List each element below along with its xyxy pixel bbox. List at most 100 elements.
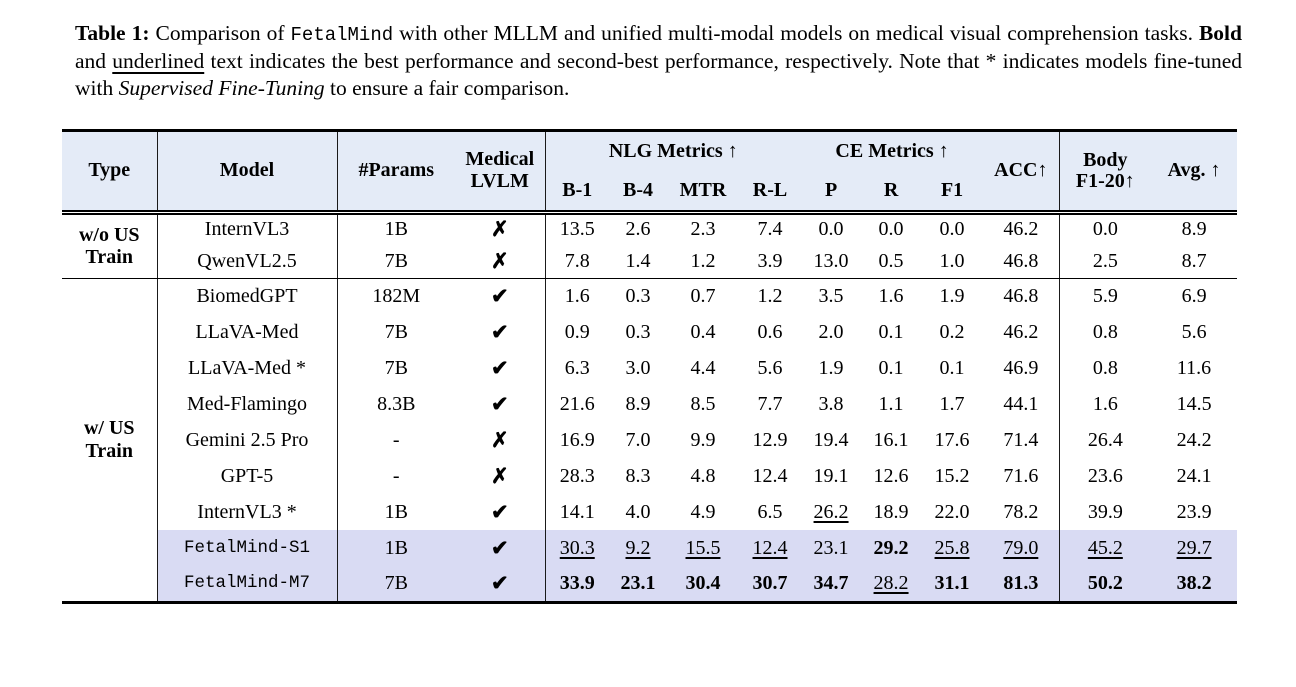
metric-value: 1.7 [939,392,965,415]
metric-cell: 9.2 [609,530,667,567]
metric-cell: 4.8 [667,458,739,494]
metric-cell: 9.9 [667,422,739,458]
metric-cell: 71.4 [983,422,1060,459]
params-cell: 1B [384,500,408,523]
metric-cell: 1.6 [545,278,609,314]
caption-segment: text indicates the best performance and … [75,48,1242,101]
col-header-avg: Avg. ↑ [1151,130,1238,215]
metric-cell: 44.1 [983,386,1060,423]
metric-cell: 8.3 [609,458,667,494]
metric-cell: 46.8 [983,278,1060,315]
metric-cell: 1.9 [921,278,983,314]
group-label-line: w/o US [78,223,140,246]
caption-segment: with other MLLM and unified multi-modal … [393,21,1199,45]
metric-cell: 29.7 [1151,530,1238,567]
medical-cell: ✔ [455,350,546,387]
metric-value: 23.1 [620,571,656,594]
metric-cell: 5.6 [739,350,801,386]
metric-cell: 31.1 [921,566,984,603]
metric-value: 5.6 [1181,320,1207,343]
table-row: w/o US Train InternVL3 1B ✗ 13.5 2.6 2.3 7.4 0.0 0… [62,212,1237,279]
col-header-medical-lvlm: Medical LVLM [455,130,546,215]
table-row: FetalMind-S1 1B ✔ 30.3 9.2 15.5 12.4 23.1 29.2 25… [62,530,1238,567]
metric-cell: 46.8 [983,245,1060,279]
metric-cell: 3.8 [801,386,861,422]
metric-cell: 46.2 [983,314,1060,351]
metric-cell: 30.4 [667,566,739,603]
metric-cell: 1.7 [921,386,983,422]
params-cell: 1B [337,530,455,567]
params-cell: - [392,464,400,487]
medical-cell: ✔ [455,530,546,567]
metric-cell: 0.3 [609,314,667,350]
col-header-acc: ACC↑ [983,130,1060,215]
metric-value: 0.1 [878,320,904,343]
metric-value: 4.4 [690,356,716,379]
medical-cell: ✗ [455,422,546,459]
metric-value: 0.1 [878,356,904,379]
metric-value: 29.2 [873,536,909,559]
metric-cell: 3.0 [609,350,667,386]
model-name: FetalMind-M7 [157,566,338,603]
metric-cell: 2.0 [801,314,861,350]
metric-cell: 26.4 [1059,422,1151,458]
col-header-p: P [801,172,862,215]
caption-segment: and [75,48,113,73]
metric-value: 16.1 [873,428,909,451]
metric-cell: 4.4 [667,350,739,386]
col-header-params: #Params [337,130,455,215]
metric-cell: 21.6 [545,386,609,422]
model-name: GPT-5 [157,458,338,495]
metric-value: 12.6 [873,464,909,487]
metric-value: 2.5 [1092,249,1118,272]
results-table: Type Model #Params Medical LVLM NLG Metr… [62,128,1238,604]
metric-cell: 2.6 [609,212,667,245]
table-row: Gemini 2.5 Pro - ✗ 16.9 7.0 9.9 12.9 19.4 16.1 17… [62,422,1237,459]
metric-value: 26.2 [813,500,849,523]
group-cell: w/o US Train [62,212,158,279]
metric-cell: 12.4 [739,458,801,494]
metric-cell: 25.8 [921,530,984,567]
metric-value: 7.0 [625,428,651,451]
metric-cell: 1.4 [609,245,667,279]
metric-value: 79.0 [1003,536,1039,559]
metric-cell: 1.0 [921,245,984,279]
metric-cell: 23.6 [1059,458,1151,494]
metric-value: 13.0 [813,249,849,272]
metric-value: 46.8 [1003,249,1039,272]
metric-cell: 29.2 [861,530,922,567]
metric-value: 16.9 [559,428,595,451]
metric-cell: 8.7 [1151,245,1238,279]
metric-cell: 81.3 [983,566,1060,603]
metric-cell: 19.4 [801,422,861,458]
metric-value: 0.1 [939,356,965,379]
model-name: QwenVL2.5 [157,245,338,279]
metric-value: 7.4 [757,218,783,241]
metric-cell: 0.8 [1059,314,1151,350]
metric-value: 1.4 [625,249,651,272]
metric-value: 31.1 [934,571,970,594]
metric-cell: 15.2 [921,458,983,494]
model-name: Gemini 2.5 Pro [157,422,338,459]
metric-cell: 8.9 [1151,212,1237,245]
metric-cell: 14.5 [1151,386,1237,422]
metric-cell: 7.7 [739,386,801,422]
metric-value: 0.6 [757,320,783,343]
metric-cell: 23.9 [1151,494,1237,530]
metric-value: 0.3 [625,320,651,343]
metric-value: 8.9 [625,392,651,415]
metric-cell: 78.2 [983,494,1060,531]
metric-value: 2.3 [690,218,716,241]
metric-value: 1.6 [878,284,904,307]
metric-cell: 4.0 [609,494,667,530]
model-name: FetalMind-S1 [157,530,338,567]
metric-value: 9.2 [625,536,651,559]
metric-value: 46.9 [1003,356,1039,379]
metric-value: 0.4 [690,320,716,343]
metric-value: 46.2 [1003,320,1039,343]
table-row: QwenVL2.5 7B ✗ 7.8 1.4 1.2 3.9 13.0 0.5 1.0 46.8 2.… [62,245,1238,279]
cross-icon: ✗ [490,248,509,273]
metric-cell: 6.9 [1151,278,1237,314]
table-row: FetalMind-M7 7B ✔ 33.9 23.1 30.4 30.7 34.7 28.2 3… [62,566,1238,603]
metric-cell: 39.9 [1059,494,1151,530]
